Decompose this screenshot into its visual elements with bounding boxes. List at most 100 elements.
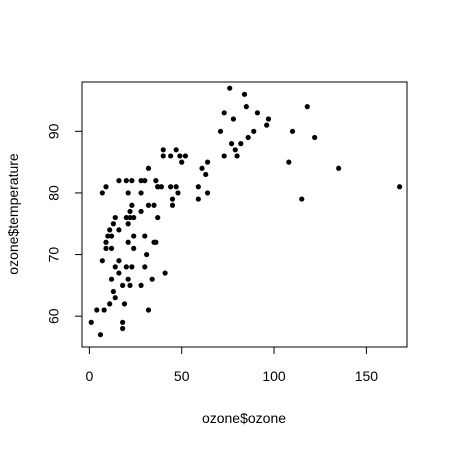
data-point <box>103 239 109 245</box>
data-point <box>138 190 144 196</box>
y-tick-label: 70 <box>46 247 62 263</box>
data-point <box>169 202 176 208</box>
data-point <box>155 184 161 190</box>
data-point <box>127 282 133 288</box>
x-tick-label: 0 <box>85 368 93 384</box>
data-point <box>204 190 211 196</box>
data-point <box>221 110 227 116</box>
data-point <box>142 178 148 184</box>
data-point <box>264 122 270 128</box>
data-point <box>116 178 122 184</box>
data-point <box>112 264 118 270</box>
data-point <box>199 165 205 171</box>
data-point <box>168 153 174 159</box>
data-point <box>145 307 152 313</box>
x-tick-label: 50 <box>174 368 190 384</box>
data-point <box>138 208 144 215</box>
x-axis: 0 50 100 150 <box>85 346 379 384</box>
data-point <box>158 184 165 190</box>
data-point <box>336 165 342 171</box>
data-point <box>265 116 272 122</box>
data-point <box>232 147 238 153</box>
data-point <box>142 233 148 239</box>
data-point <box>116 270 122 276</box>
data-point <box>230 116 237 122</box>
data-point <box>94 307 100 313</box>
data-point <box>123 214 129 221</box>
data-point <box>99 258 105 264</box>
y-tick-label: 60 <box>46 308 62 324</box>
data-point <box>169 196 176 202</box>
data-point <box>168 184 174 190</box>
data-point <box>125 276 131 282</box>
data-point <box>108 276 115 282</box>
data-point <box>103 245 109 251</box>
x-axis-label: ozone$ozone <box>202 410 286 426</box>
data-point <box>110 221 116 227</box>
data-point <box>105 233 111 239</box>
data-point <box>125 239 131 245</box>
data-point <box>151 202 157 208</box>
data-point <box>175 190 181 196</box>
data-point <box>160 153 166 159</box>
data-point <box>142 264 148 270</box>
data-point <box>110 288 116 295</box>
data-point <box>103 184 109 190</box>
data-point <box>195 196 201 202</box>
data-point <box>112 295 118 301</box>
data-point <box>203 171 209 178</box>
data-point <box>304 104 310 110</box>
data-point <box>254 110 261 116</box>
data-point <box>245 134 251 141</box>
data-point <box>144 251 150 258</box>
x-tick-label: 100 <box>262 368 286 384</box>
data-point <box>99 190 105 196</box>
data-point <box>121 301 128 307</box>
data-point <box>129 178 135 184</box>
data-point <box>177 153 183 159</box>
y-axis-label: ozone$temperature <box>5 153 21 275</box>
data-point <box>108 233 115 239</box>
x-tick-label: 150 <box>355 368 379 384</box>
data-point <box>116 227 122 233</box>
data-point <box>123 264 129 270</box>
data-point <box>131 245 137 251</box>
data-point <box>131 214 137 221</box>
data-point <box>138 178 144 184</box>
data-point <box>179 159 185 165</box>
data-point <box>145 165 152 171</box>
data-point <box>227 85 233 91</box>
data-point <box>138 282 144 288</box>
data-point <box>120 325 126 332</box>
data-point <box>88 319 94 325</box>
data-point <box>228 141 235 147</box>
data-point <box>173 147 179 153</box>
data-point <box>289 128 296 134</box>
data-points <box>88 85 403 338</box>
y-axis: 60 70 80 90 <box>46 123 83 324</box>
data-point <box>149 276 155 282</box>
data-point <box>238 141 244 147</box>
data-point <box>160 147 166 153</box>
data-point <box>195 184 201 190</box>
data-point <box>123 178 129 184</box>
data-point <box>145 202 152 208</box>
data-point <box>312 134 318 141</box>
data-point <box>299 196 305 202</box>
data-point <box>155 214 161 221</box>
data-point <box>204 159 211 165</box>
data-point <box>97 332 104 338</box>
data-point <box>127 208 133 215</box>
data-point <box>286 159 292 165</box>
data-point <box>234 153 240 159</box>
data-point <box>241 91 248 97</box>
data-point <box>129 264 135 270</box>
data-point <box>107 301 113 307</box>
data-point <box>107 227 113 233</box>
y-tick-label: 90 <box>46 123 62 139</box>
data-point <box>129 202 135 208</box>
data-point <box>182 153 189 159</box>
data-point <box>251 128 257 134</box>
data-point <box>153 178 159 184</box>
